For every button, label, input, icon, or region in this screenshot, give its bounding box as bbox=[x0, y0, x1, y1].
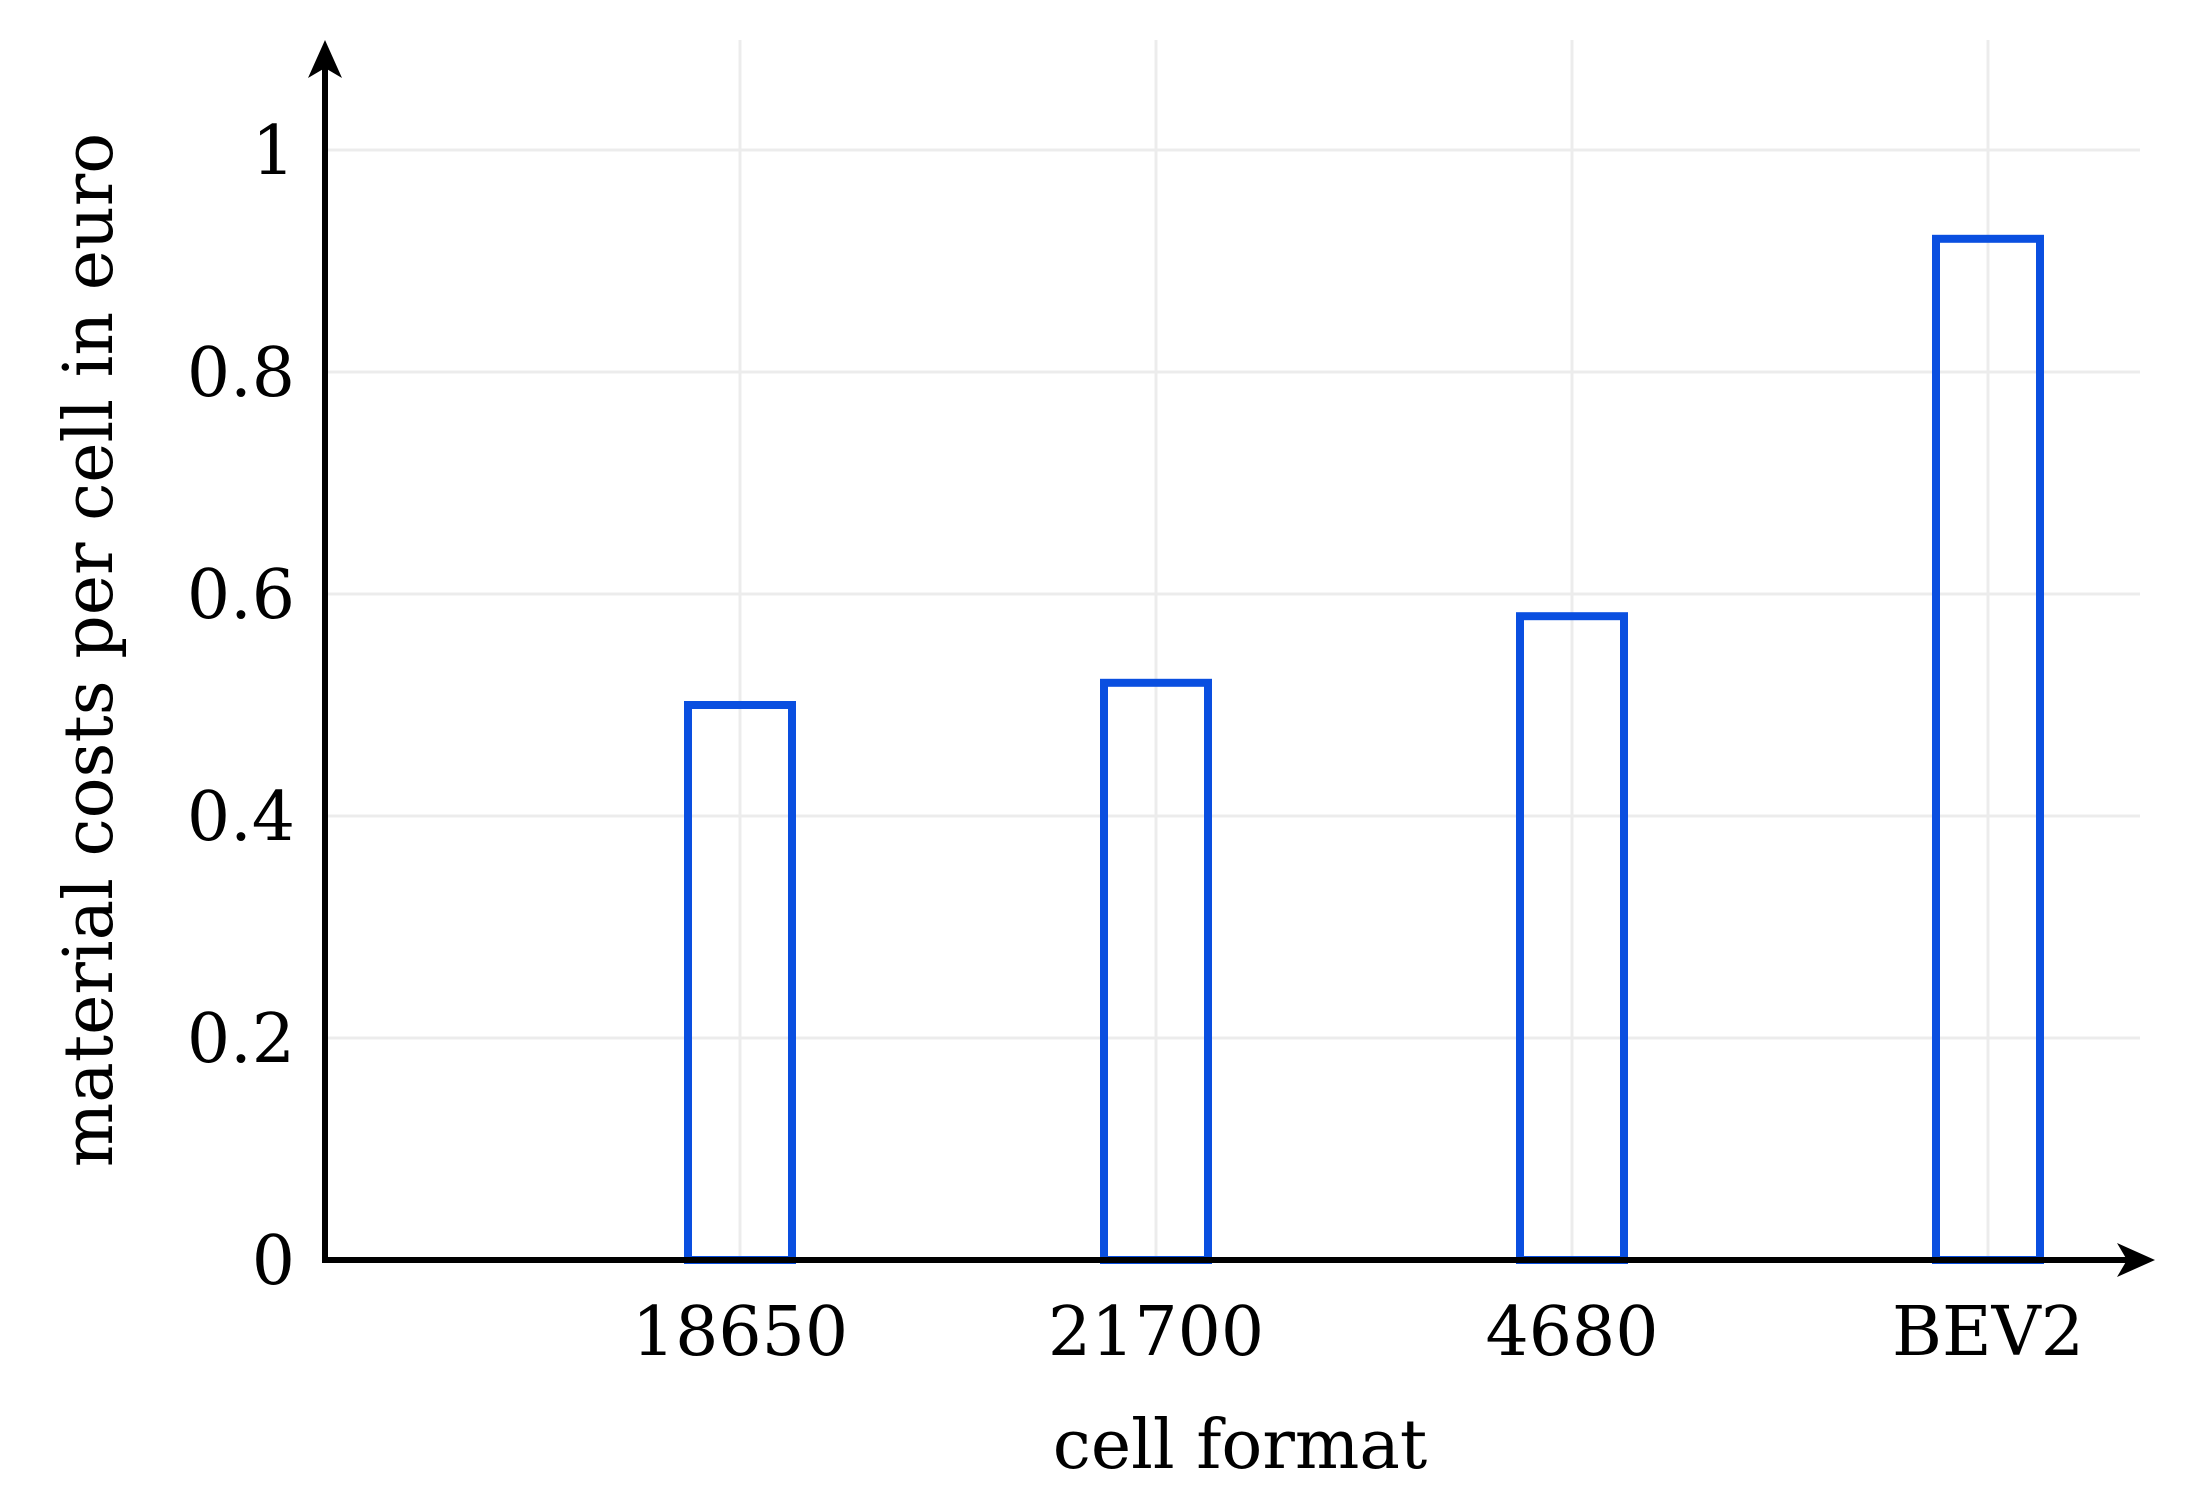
x-tick-label: 18650 bbox=[632, 1293, 848, 1372]
x-tick-label: BEV2 bbox=[1892, 1293, 2084, 1372]
y-tick-label: 0 bbox=[252, 1222, 295, 1301]
x-tick-label: 4680 bbox=[1485, 1293, 1658, 1372]
y-tick-label: 0.2 bbox=[187, 1000, 295, 1079]
y-tick-label: 0.6 bbox=[187, 556, 295, 635]
y-tick-labels: 0 0.2 0.4 0.6 0.8 1 bbox=[187, 112, 295, 1301]
x-tick-label: 21700 bbox=[1048, 1293, 1264, 1372]
bars bbox=[684, 234, 2044, 1265]
y-axis-title: material costs per cell in euro bbox=[50, 133, 129, 1167]
y-tick-label: 1 bbox=[252, 112, 295, 191]
x-axis-arrowhead bbox=[2117, 1243, 2155, 1277]
x-tick-labels: 18650 21700 4680 BEV2 bbox=[632, 1293, 2084, 1372]
y-tick-label: 0.4 bbox=[187, 778, 295, 857]
axes bbox=[308, 40, 2155, 1277]
x-axis-title: cell format bbox=[1053, 1406, 1427, 1485]
y-tick-label: 0.8 bbox=[187, 334, 295, 413]
grid bbox=[325, 40, 2140, 1260]
y-axis-arrowhead bbox=[308, 40, 342, 78]
